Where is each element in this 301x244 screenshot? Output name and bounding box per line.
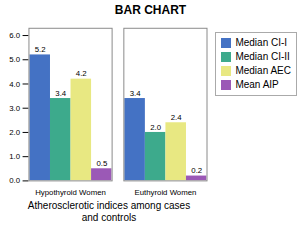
svg-text:0.5: 0.5 <box>96 159 108 168</box>
html-text:Atherosclerotic indices among: Atherosclerotic indices among cases and … <box>27 200 191 223</box>
svg-text:2.0: 2.0 <box>150 123 162 132</box>
svg-text:0.2: 0.2 <box>191 166 202 175</box>
svg-text:4.0: 4.0 <box>9 79 21 88</box>
svg-text:2.0: 2.0 <box>9 128 21 137</box>
svg-text:3.4: 3.4 <box>130 89 142 98</box>
html-text:Median CI-I: Median CI-I <box>235 37 288 48</box>
svg-text:0.0: 0.0 <box>9 176 21 185</box>
svg-text:1.0: 1.0 <box>9 152 21 161</box>
svg-text:Hypothyroid Women: Hypothyroid Women <box>35 188 106 197</box>
svg-text:2.4: 2.4 <box>171 113 183 122</box>
svg-text:4.2: 4.2 <box>76 69 87 78</box>
svg-text:5.0: 5.0 <box>9 55 21 64</box>
html-text:Median AEC: Median AEC <box>235 65 291 76</box>
svg-text:5.2: 5.2 <box>35 45 46 54</box>
html-text:Median CI-II: Median CI-II <box>235 51 290 62</box>
svg-text:Euthyroid Women: Euthyroid Women <box>134 188 196 197</box>
svg-text:6.0: 6.0 <box>9 31 21 40</box>
html-text:Mean AIP: Mean AIP <box>235 79 279 90</box>
svg-text:3.0: 3.0 <box>9 104 21 113</box>
html-text:BAR CHART: BAR CHART <box>114 3 187 17</box>
svg-text:3.4: 3.4 <box>55 89 67 98</box>
